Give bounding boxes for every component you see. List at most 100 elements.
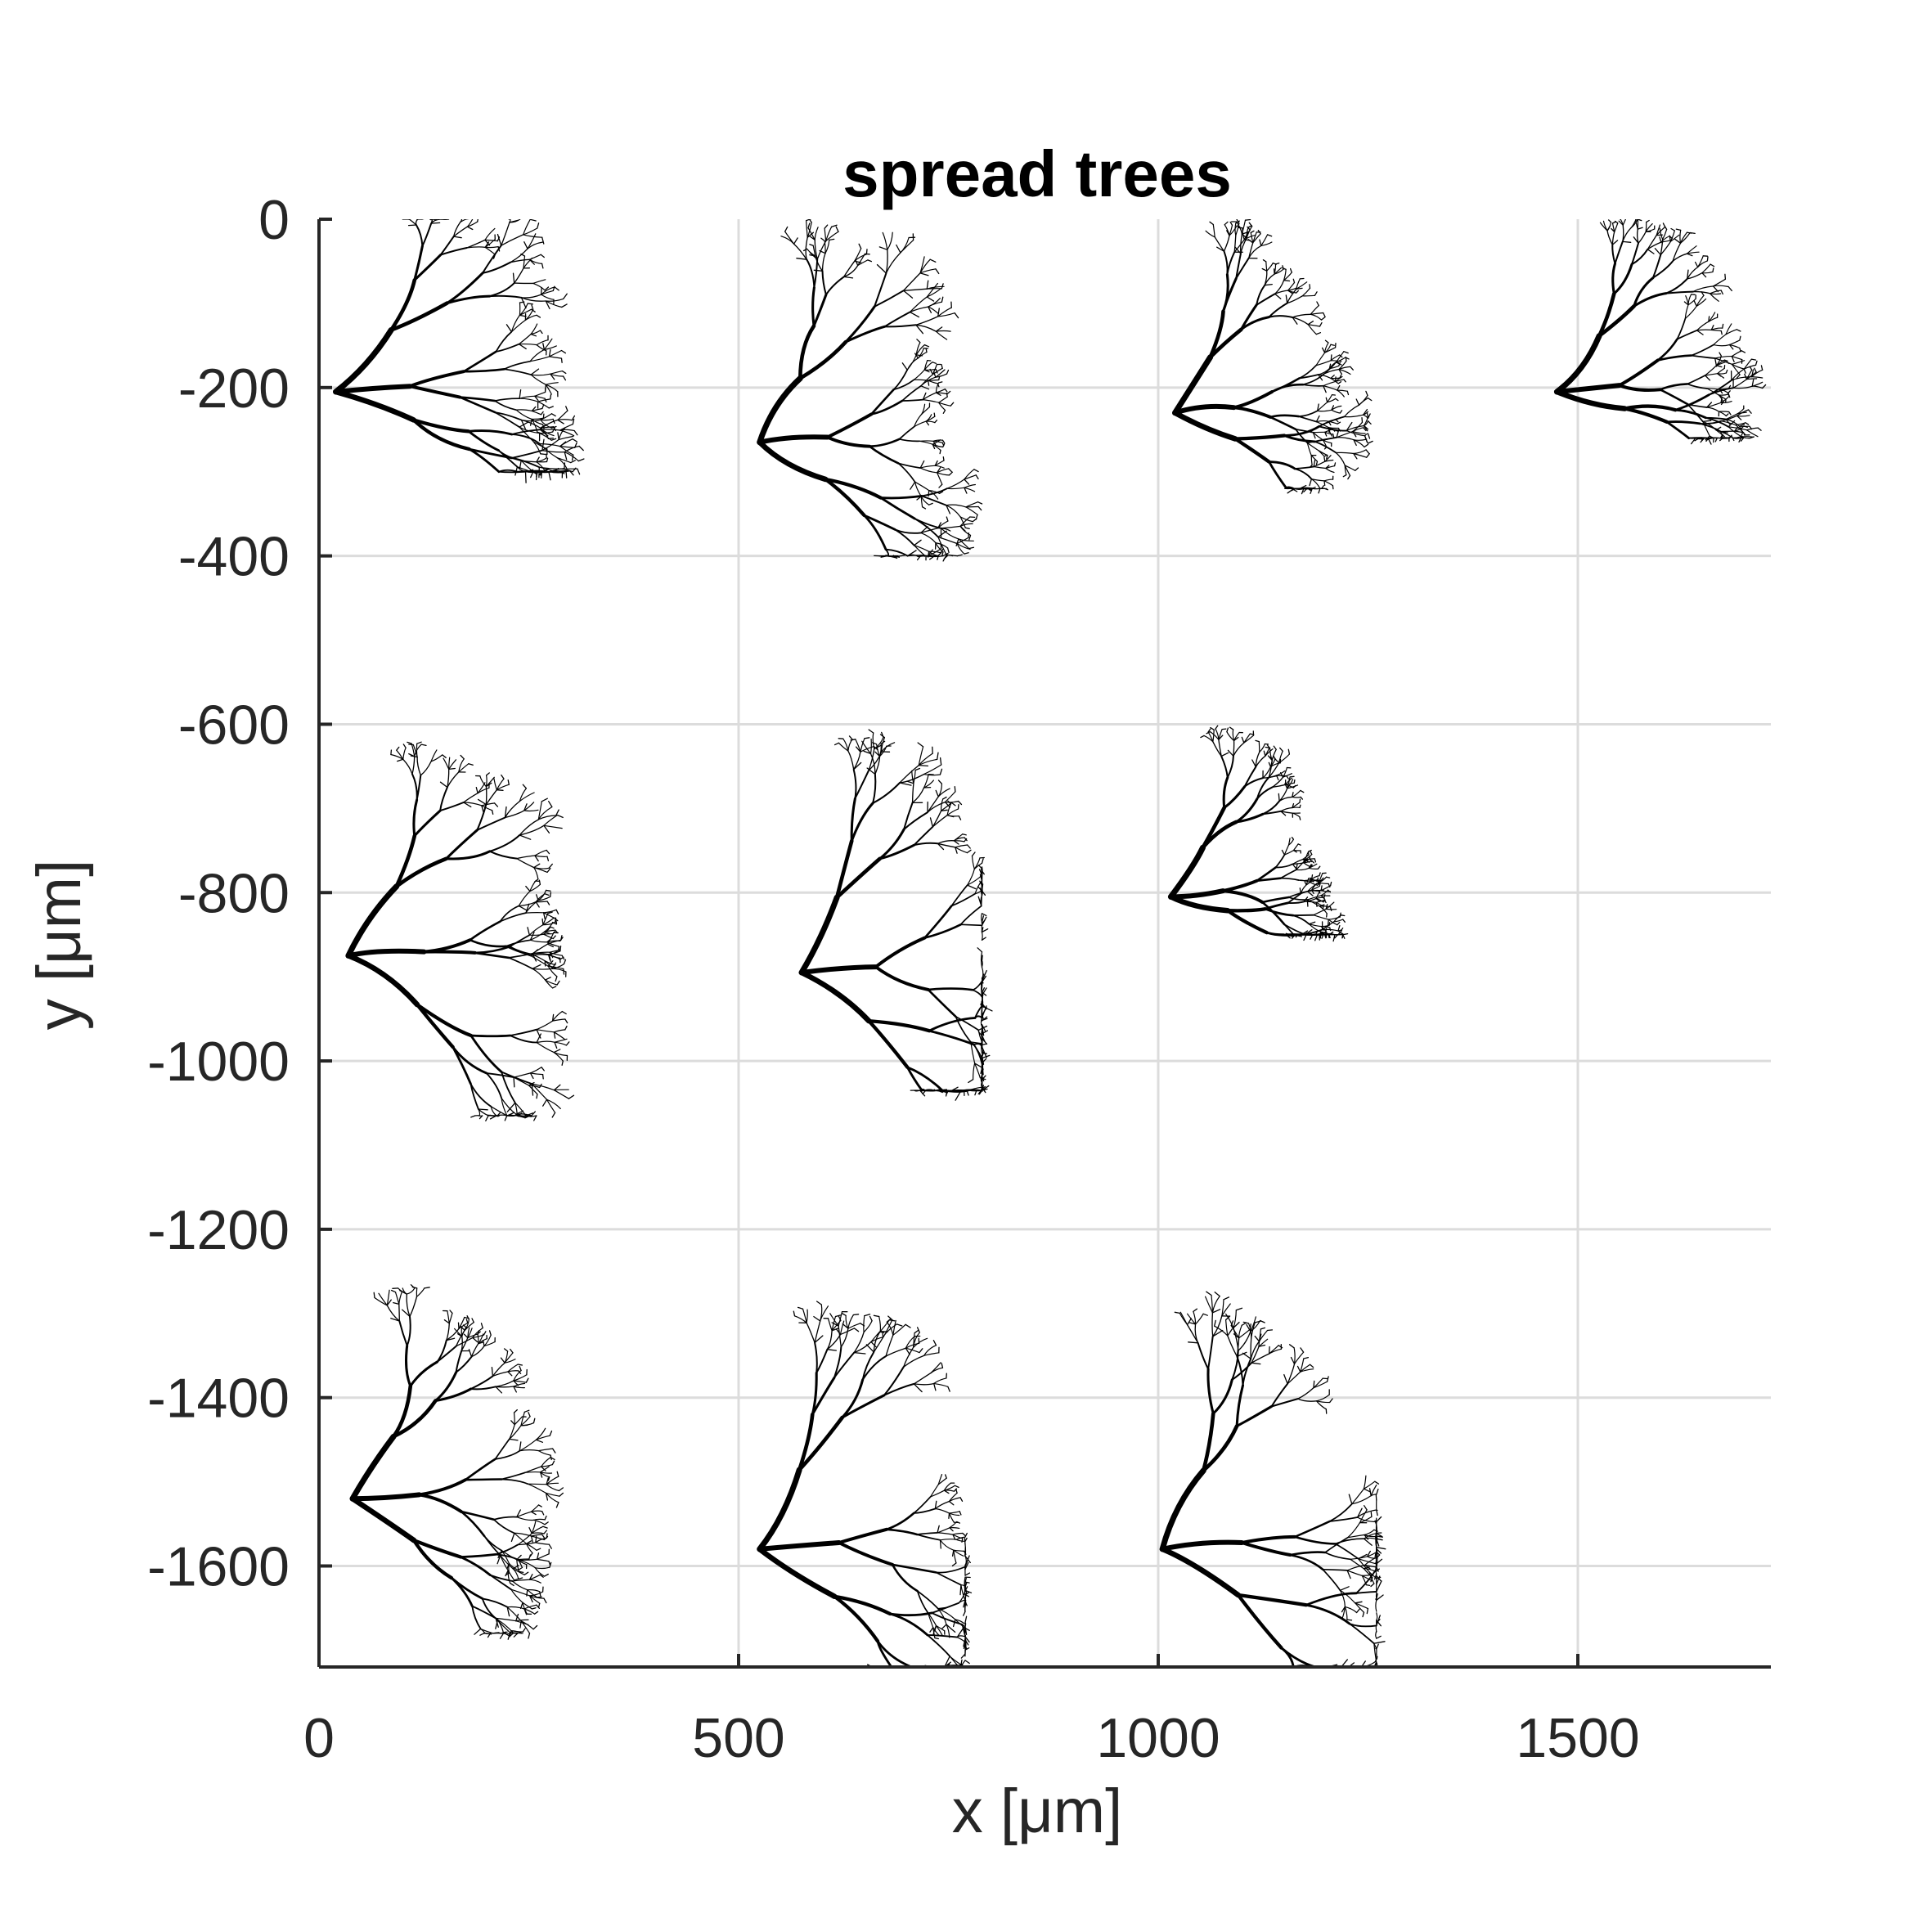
tree-branch	[1212, 741, 1222, 757]
tree-branch	[926, 288, 941, 298]
tree-branch	[1300, 889, 1313, 895]
tree-branch	[870, 1337, 884, 1343]
tree-branch	[1344, 465, 1351, 476]
tree-twig	[1717, 373, 1722, 377]
tree-twig	[854, 260, 862, 263]
tree-branch	[905, 1347, 920, 1354]
tree-twig	[541, 1511, 545, 1516]
tree-branch	[505, 945, 532, 957]
tree-twig	[1227, 749, 1234, 757]
tree-branch	[509, 1028, 537, 1036]
tree-twig	[1221, 728, 1227, 730]
tree-twig	[510, 1633, 514, 1637]
tree-branch	[1208, 309, 1225, 360]
tree-branch	[470, 1345, 485, 1358]
tree-twig	[888, 1319, 896, 1322]
tree-twig	[524, 471, 527, 483]
tree-twig	[981, 969, 987, 982]
tree-twig	[1712, 285, 1719, 293]
tree-twig	[1247, 225, 1252, 228]
tree-twig	[550, 413, 556, 417]
tree-branch	[531, 1083, 548, 1100]
tree-twig	[1332, 934, 1336, 942]
tree-branch	[411, 418, 471, 452]
tree-branch	[1301, 287, 1311, 297]
tree-twig	[1303, 487, 1308, 493]
tree-twig	[927, 380, 930, 386]
tree-twig	[518, 905, 527, 911]
tree-twig	[1307, 851, 1310, 856]
tree-branch	[868, 748, 875, 772]
tree-branch	[847, 1323, 861, 1329]
tree-twig	[532, 1418, 536, 1424]
tree-twig	[978, 869, 983, 876]
tree-twig	[408, 744, 414, 746]
tree-branch	[798, 324, 816, 380]
tree-branch	[463, 793, 479, 803]
tree-twig	[831, 224, 838, 227]
tree-branch	[1323, 380, 1337, 387]
tree-twig	[919, 460, 925, 469]
tree-twig	[499, 1633, 505, 1639]
tree-branch	[1315, 420, 1329, 423]
tree-twig	[1233, 1321, 1240, 1329]
tree-twig	[506, 1562, 510, 1570]
tree-twig	[950, 802, 956, 806]
tree-branch	[1310, 312, 1324, 315]
tree-branch	[513, 1382, 526, 1387]
tree-twig	[1325, 397, 1328, 403]
tree-branch	[545, 1492, 559, 1503]
tree-branch	[1358, 1558, 1370, 1573]
tree-twig	[1736, 415, 1742, 420]
tree-twig	[942, 409, 946, 414]
tree-twig	[1339, 375, 1342, 379]
tree-twig	[1376, 1635, 1382, 1639]
tree-twig	[925, 420, 930, 426]
tree-branch	[464, 1319, 470, 1331]
tree-branch	[492, 1518, 515, 1534]
tree-branch	[1338, 368, 1351, 375]
tree-twig	[1337, 421, 1341, 425]
tree-branch	[470, 1034, 503, 1073]
tree-branch	[519, 788, 527, 802]
tree-twig	[1308, 849, 1312, 852]
tree-branch	[506, 1606, 522, 1622]
tree-twig	[1289, 775, 1295, 778]
tree-branch	[964, 487, 976, 492]
tree-twig	[1233, 1333, 1240, 1339]
tree-twig	[1355, 1608, 1360, 1614]
tree-branch	[458, 763, 470, 773]
tree-twig	[981, 1055, 985, 1065]
tree-branch	[981, 866, 983, 876]
tree-twig	[1338, 354, 1343, 358]
tree-branch	[411, 418, 470, 434]
tree-branch	[824, 276, 845, 296]
tree-branch	[529, 356, 550, 362]
tree-twig	[529, 418, 532, 426]
tree-branch	[874, 936, 927, 969]
tree-branch	[834, 838, 854, 900]
tree-branch	[798, 339, 848, 380]
tree-twig	[1356, 1507, 1363, 1518]
tree-twig	[506, 1606, 510, 1617]
tree-branch	[1317, 409, 1332, 412]
tree-twig	[1214, 1319, 1216, 1327]
tree-twig	[1335, 419, 1339, 423]
tree-branch	[860, 746, 874, 753]
tree-branch	[1250, 231, 1254, 244]
tree-twig	[935, 268, 940, 275]
tree-twig	[1364, 435, 1368, 443]
tree-twig	[1251, 1362, 1261, 1365]
tree-branch	[1287, 838, 1291, 846]
tree-twig	[975, 474, 979, 480]
tree-branch	[937, 1527, 950, 1534]
tree-branch	[937, 472, 943, 485]
tree-twig	[489, 1115, 497, 1120]
tree-branch	[921, 403, 926, 415]
tree-twig	[945, 1474, 947, 1479]
tree-branch	[406, 1287, 416, 1295]
tree-branch	[1218, 739, 1222, 757]
tree-twig	[1319, 321, 1323, 327]
tree-twig	[1374, 1552, 1377, 1559]
tree-twig	[525, 1112, 534, 1117]
